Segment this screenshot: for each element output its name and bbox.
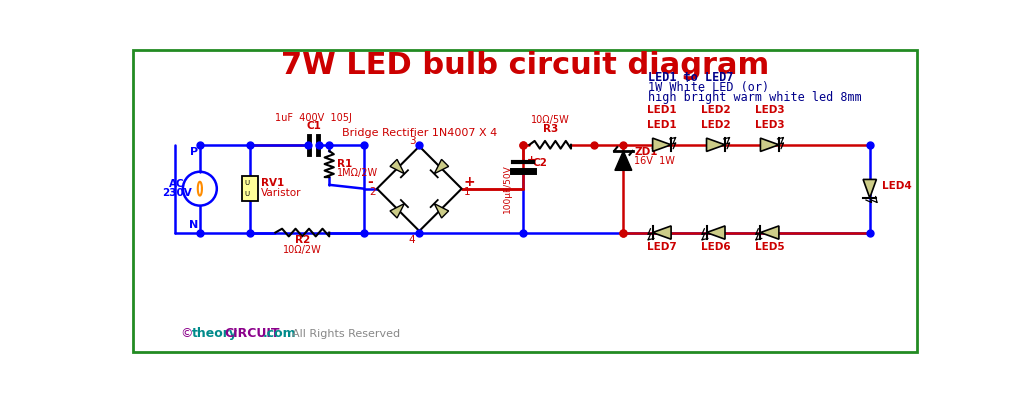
Text: U: U [245, 180, 250, 186]
Text: +: + [527, 155, 537, 165]
Text: LED3: LED3 [755, 105, 784, 115]
Text: 230V: 230V [162, 188, 191, 198]
Polygon shape [390, 203, 404, 218]
Text: Varistor: Varistor [261, 188, 301, 198]
Text: ZD1: ZD1 [634, 147, 657, 157]
Text: All Rights Reserved: All Rights Reserved [285, 329, 399, 339]
Text: LED7: LED7 [647, 242, 677, 252]
Text: Bridge Rectifier 1N4007 X 4: Bridge Rectifier 1N4007 X 4 [342, 127, 497, 138]
Text: -: - [368, 175, 373, 189]
Polygon shape [390, 159, 404, 174]
Text: 3: 3 [409, 136, 416, 146]
Text: R2: R2 [295, 235, 310, 245]
Text: 10Ω/5W: 10Ω/5W [530, 115, 569, 125]
Text: LED5: LED5 [755, 242, 784, 252]
Text: +: + [464, 175, 475, 189]
Text: LED1: LED1 [647, 105, 677, 115]
Polygon shape [863, 179, 877, 198]
Text: LED6: LED6 [701, 242, 730, 252]
Text: AC: AC [169, 179, 184, 189]
Text: R3: R3 [543, 124, 558, 134]
Text: R1: R1 [337, 159, 352, 169]
Text: LED2: LED2 [701, 105, 730, 115]
Text: .com: .com [263, 327, 297, 340]
Polygon shape [761, 138, 779, 151]
Polygon shape [652, 226, 671, 239]
Text: high bright warm white led 8mm: high bright warm white led 8mm [648, 91, 862, 104]
Text: LED1: LED1 [647, 120, 677, 130]
Polygon shape [614, 151, 632, 170]
Text: 2: 2 [369, 187, 376, 197]
Text: LED2: LED2 [701, 120, 730, 130]
Text: LED1 to LED7: LED1 to LED7 [648, 71, 733, 84]
Text: 4: 4 [409, 235, 416, 245]
Text: U: U [245, 191, 250, 197]
Polygon shape [434, 203, 449, 218]
Text: 1uF  400V  105J: 1uF 400V 105J [275, 113, 352, 123]
Text: 1MΩ/2W: 1MΩ/2W [337, 168, 378, 178]
Text: N: N [189, 220, 199, 230]
Polygon shape [707, 138, 725, 151]
Text: ©: © [180, 327, 193, 340]
Text: C1: C1 [306, 121, 322, 131]
Text: LED4: LED4 [882, 181, 911, 191]
Text: theory: theory [193, 327, 239, 340]
Text: CIRCUIT: CIRCUIT [224, 327, 280, 340]
Text: 1W White LED (or): 1W White LED (or) [648, 81, 769, 94]
Text: P: P [189, 148, 198, 158]
Polygon shape [707, 226, 725, 239]
Text: RV1: RV1 [261, 178, 284, 187]
Text: LED3: LED3 [755, 120, 784, 130]
Text: 1: 1 [464, 187, 471, 197]
Polygon shape [761, 226, 779, 239]
Polygon shape [652, 138, 671, 151]
Bar [243, 176, 258, 201]
Text: 7W LED bulb circuit diagram: 7W LED bulb circuit diagram [281, 51, 769, 80]
Text: C2: C2 [532, 158, 548, 168]
Text: 16V  1W: 16V 1W [634, 156, 675, 166]
Text: 100μF/50V: 100μF/50V [504, 164, 512, 213]
Polygon shape [434, 159, 449, 174]
Text: 10Ω/2W: 10Ω/2W [283, 245, 322, 255]
